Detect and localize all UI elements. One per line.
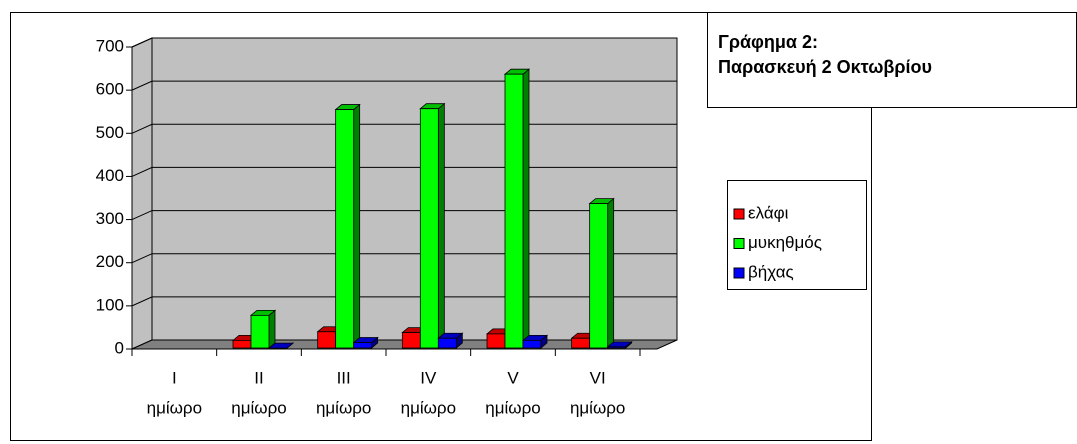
grid-line xyxy=(131,253,677,264)
bar xyxy=(232,339,252,349)
x-tick-label: II xyxy=(254,368,263,387)
legend-box xyxy=(727,180,867,290)
title-box xyxy=(707,12,1077,108)
bar xyxy=(522,339,542,349)
x-tick-label: ημίωρο xyxy=(570,398,625,417)
bar xyxy=(250,314,270,349)
x-tick-label: ημίωρο xyxy=(401,398,456,417)
bar xyxy=(504,73,524,349)
grid-line xyxy=(131,37,677,48)
x-tick-label: ημίωρο xyxy=(147,398,202,417)
x-tick-label: III xyxy=(337,368,351,387)
grid-line xyxy=(131,210,677,221)
bar-top xyxy=(267,342,295,349)
grid-line xyxy=(131,80,677,91)
bar xyxy=(437,337,457,349)
bar-side xyxy=(268,309,276,349)
y-tick-label: 700 xyxy=(96,36,124,55)
side-wall xyxy=(131,37,153,350)
y-tick-label: 200 xyxy=(96,252,124,271)
bar xyxy=(419,108,439,349)
bar xyxy=(486,333,506,349)
bar-side xyxy=(607,197,615,349)
y-tick-label: 300 xyxy=(96,209,124,228)
chart-title: Γράφημα 2: xyxy=(718,32,818,52)
bar xyxy=(607,346,627,349)
legend-label: βήχας xyxy=(748,262,794,281)
x-tick-label: V xyxy=(507,368,519,387)
bar xyxy=(353,342,373,349)
x-tick-label: VI xyxy=(590,368,606,387)
x-tick-label: ημίωρο xyxy=(316,398,371,417)
x-tick-label: ημίωρο xyxy=(485,398,540,417)
legend-label: μυκηθμός xyxy=(748,233,822,252)
y-tick-label: 500 xyxy=(96,123,124,142)
y-tick-label: 600 xyxy=(96,80,124,99)
bar xyxy=(401,332,421,349)
legend-swatch xyxy=(733,238,745,249)
legend-swatch xyxy=(733,267,745,279)
legend-swatch xyxy=(733,208,745,220)
chart-title: Παρασκευή 2 Οκτωβρίου xyxy=(718,57,932,77)
y-tick-label: 100 xyxy=(96,295,124,314)
bar-side xyxy=(522,68,530,349)
x-tick-label: I xyxy=(172,368,177,387)
bar-side xyxy=(437,102,445,349)
y-tick-label: 400 xyxy=(96,166,124,185)
x-tick-label: ημίωρο xyxy=(231,398,286,417)
bar xyxy=(317,331,337,349)
bar xyxy=(589,203,609,349)
x-tick-label: IV xyxy=(420,368,437,387)
grid-line xyxy=(131,166,677,177)
legend-label: ελάφι xyxy=(748,203,789,222)
grid-line xyxy=(131,296,677,307)
bar-side xyxy=(353,103,361,349)
grid-line xyxy=(131,123,677,134)
bar xyxy=(571,337,591,349)
y-tick-label: 0 xyxy=(115,338,124,357)
bar xyxy=(335,109,355,349)
